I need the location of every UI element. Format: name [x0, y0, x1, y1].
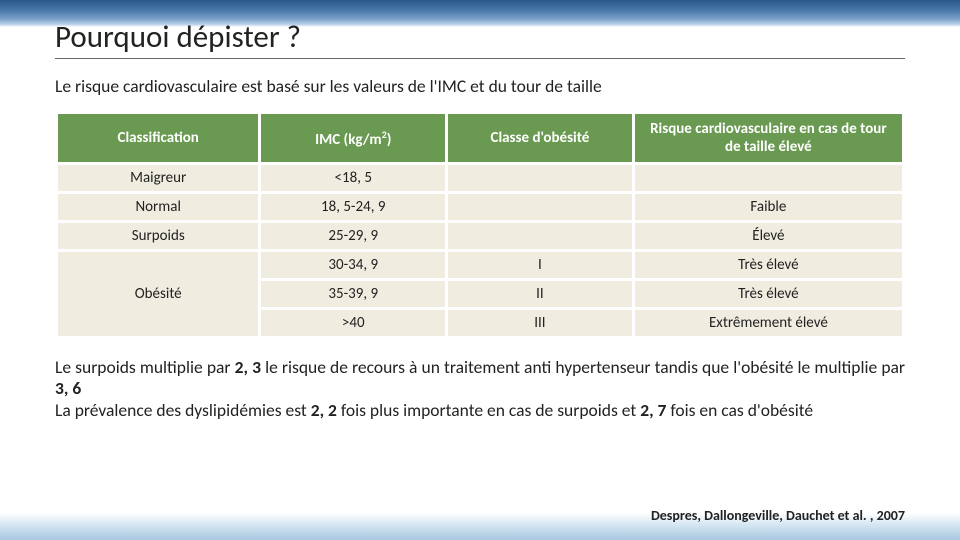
- th-classe: Classe d'obésité: [448, 114, 632, 162]
- table-body: Maigreur <18, 5 Normal 18, 5-24, 9 Faibl…: [58, 165, 902, 336]
- cell-imc: 30-34, 9: [261, 252, 445, 278]
- cell-classe: III: [448, 310, 632, 336]
- cell-imc: 25-29, 9: [261, 223, 445, 249]
- cell-classe: [448, 223, 632, 249]
- intro-text: Le risque cardiovasculaire est basé sur …: [55, 75, 905, 97]
- cell-classification: Obésité: [58, 252, 258, 336]
- cell-imc: 35-39, 9: [261, 281, 445, 307]
- cell-classe: [448, 194, 632, 220]
- table-row: Maigreur <18, 5: [58, 165, 902, 191]
- cell-imc: 18, 5-24, 9: [261, 194, 445, 220]
- cell-classification: Surpoids: [58, 223, 258, 249]
- cell-imc: <18, 5: [261, 165, 445, 191]
- body-paragraphs: Le surpoids multiplie par 2, 3 le risque…: [55, 357, 905, 421]
- cell-classe: [448, 165, 632, 191]
- cell-classe: II: [448, 281, 632, 307]
- cell-risque: Extrêmement élevé: [635, 310, 902, 336]
- cell-classification: Maigreur: [58, 165, 258, 191]
- table-row: Surpoids 25-29, 9 Élevé: [58, 223, 902, 249]
- cell-risque: Très élevé: [635, 252, 902, 278]
- table-row: Normal 18, 5-24, 9 Faible: [58, 194, 902, 220]
- th-classification: Classification: [58, 114, 258, 162]
- cell-imc: >40: [261, 310, 445, 336]
- cell-classe: I: [448, 252, 632, 278]
- cell-risque: Élevé: [635, 223, 902, 249]
- cell-classification: Normal: [58, 194, 258, 220]
- cell-risque: Faible: [635, 194, 902, 220]
- table-header-row: Classification IMC (kg/m2) Classe d'obés…: [58, 114, 902, 162]
- th-risque: Risque cardiovasculaire en cas de tour d…: [635, 114, 902, 162]
- table-row: Obésité 30-34, 9 I Très élevé: [58, 252, 902, 278]
- slide: Pourquoi dépister ? Le risque cardiovasc…: [0, 0, 960, 421]
- page-title: Pourquoi dépister ?: [55, 18, 905, 59]
- th-imc: IMC (kg/m2): [261, 114, 445, 162]
- citation: Despres, Dallongeville, Dauchet et al. ,…: [651, 507, 905, 524]
- cell-risque: [635, 165, 902, 191]
- cell-risque: Très élevé: [635, 281, 902, 307]
- imc-table: Classification IMC (kg/m2) Classe d'obés…: [55, 111, 905, 339]
